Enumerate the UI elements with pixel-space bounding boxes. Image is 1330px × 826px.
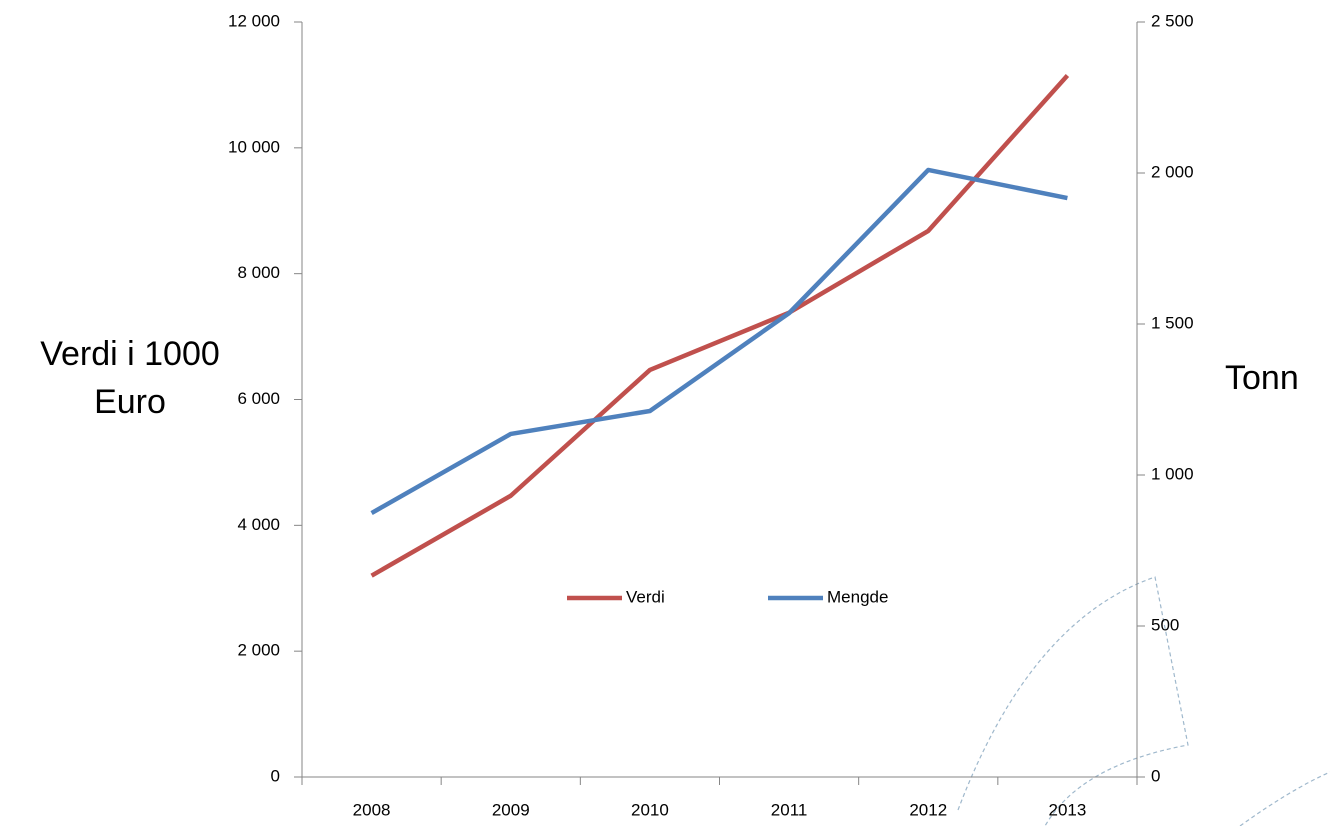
y-axis-title: Verdi i 1000 Euro <box>40 335 220 421</box>
y2-tick-label: 1 500 <box>1151 313 1194 332</box>
y-tick-label: 10 000 <box>228 137 280 156</box>
dashed-shape <box>1239 771 1330 826</box>
series-line <box>370 73 1070 578</box>
y2-axis-title: Tonn <box>1225 359 1299 397</box>
y2-tick-label: 2 500 <box>1151 11 1194 30</box>
legend-label: Mengde <box>827 587 888 606</box>
series-line <box>370 167 1068 516</box>
decoration <box>957 576 1330 826</box>
x-tick-label: 2011 <box>771 800 808 819</box>
y-tick-label: 4 000 <box>237 515 280 534</box>
x-tick-label: 2012 <box>909 800 947 819</box>
y2-tick-label: 0 <box>1151 766 1160 785</box>
x-tick-label: 2008 <box>353 800 391 819</box>
y-tick-label: 2 000 <box>237 641 280 660</box>
y-tick-label: 8 000 <box>237 263 280 282</box>
y2-tick-label: 500 <box>1151 615 1179 634</box>
y-tick-label: 12 000 <box>228 11 280 30</box>
y-tick-label: 6 000 <box>237 389 280 408</box>
dashed-shape <box>957 576 1189 826</box>
x-tick-label: 2009 <box>492 800 530 819</box>
legend-label: Verdi <box>626 587 665 606</box>
x-tick-label: 2010 <box>631 800 669 819</box>
y2-tick-label: 1 000 <box>1151 464 1194 483</box>
y2-tick-label: 2 000 <box>1151 162 1194 181</box>
y-tick-label: 0 <box>271 766 280 785</box>
x-tick-label: 2013 <box>1049 800 1087 819</box>
